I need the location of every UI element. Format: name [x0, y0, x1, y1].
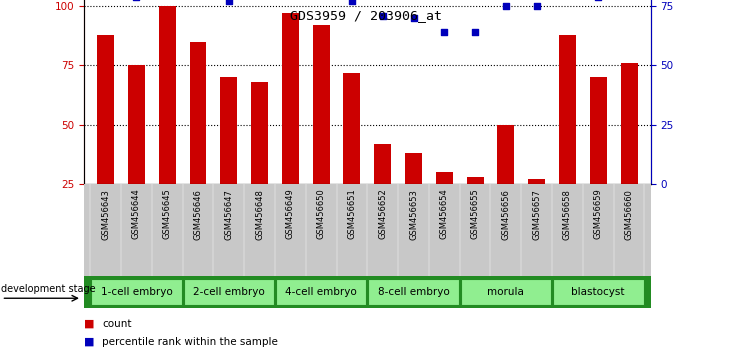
Bar: [590, 78, 607, 244]
Text: count: count: [102, 319, 132, 329]
Point: [439, 29, 450, 35]
Text: 4-cell embryo: 4-cell embryo: [285, 287, 357, 297]
Point: [346, 0, 357, 4]
Text: GSM456656: GSM456656: [501, 189, 510, 240]
Text: GSM456660: GSM456660: [624, 189, 634, 240]
Bar: [159, 6, 175, 244]
Text: GSM456652: GSM456652: [378, 189, 387, 239]
Point: [469, 29, 481, 35]
Bar: [344, 73, 360, 244]
Text: development stage: development stage: [1, 284, 96, 293]
Bar: [461, 279, 551, 306]
Bar: [282, 13, 299, 244]
Bar: [276, 279, 366, 306]
Text: ■: ■: [84, 319, 94, 329]
Text: percentile rank within the sample: percentile rank within the sample: [102, 337, 279, 347]
Text: GSM456645: GSM456645: [163, 189, 172, 239]
Bar: [374, 144, 391, 244]
Text: 8-cell embryo: 8-cell embryo: [378, 287, 450, 297]
Bar: [529, 179, 545, 244]
Bar: [251, 82, 268, 244]
Text: GSM456654: GSM456654: [440, 189, 449, 239]
Bar: [313, 25, 330, 244]
Text: blastocyst: blastocyst: [572, 287, 625, 297]
Bar: [621, 63, 637, 244]
Point: [377, 13, 389, 18]
Text: GSM456658: GSM456658: [563, 189, 572, 240]
Point: [408, 15, 420, 21]
Text: GSM456653: GSM456653: [409, 189, 418, 240]
Bar: [183, 279, 274, 306]
Text: 1-cell embryo: 1-cell embryo: [101, 287, 173, 297]
Text: 2-cell embryo: 2-cell embryo: [193, 287, 265, 297]
Text: GSM456647: GSM456647: [224, 189, 233, 240]
Bar: [405, 153, 422, 244]
Point: [223, 0, 235, 4]
Text: morula: morula: [488, 287, 524, 297]
Point: [531, 4, 542, 9]
Bar: [368, 279, 459, 306]
Text: GSM456657: GSM456657: [532, 189, 541, 240]
Text: GSM456650: GSM456650: [317, 189, 325, 239]
Bar: [128, 65, 145, 244]
Text: GSM456651: GSM456651: [347, 189, 357, 239]
Text: GSM456659: GSM456659: [594, 189, 603, 239]
Text: GSM456648: GSM456648: [255, 189, 264, 240]
Text: GDS3959 / 203906_at: GDS3959 / 203906_at: [289, 9, 442, 22]
Bar: [436, 172, 452, 244]
Text: ■: ■: [84, 337, 94, 347]
Bar: [91, 279, 182, 306]
Text: GSM456644: GSM456644: [132, 189, 141, 239]
Bar: [189, 42, 206, 244]
Bar: [559, 35, 576, 244]
Bar: [97, 35, 114, 244]
Bar: [497, 125, 515, 244]
Point: [500, 4, 512, 9]
Text: GSM456646: GSM456646: [194, 189, 202, 240]
Text: GSM456643: GSM456643: [101, 189, 110, 240]
Text: GSM456655: GSM456655: [471, 189, 480, 239]
Bar: [553, 279, 643, 306]
Text: GSM456649: GSM456649: [286, 189, 295, 239]
Bar: [466, 177, 484, 244]
Bar: [220, 78, 238, 244]
